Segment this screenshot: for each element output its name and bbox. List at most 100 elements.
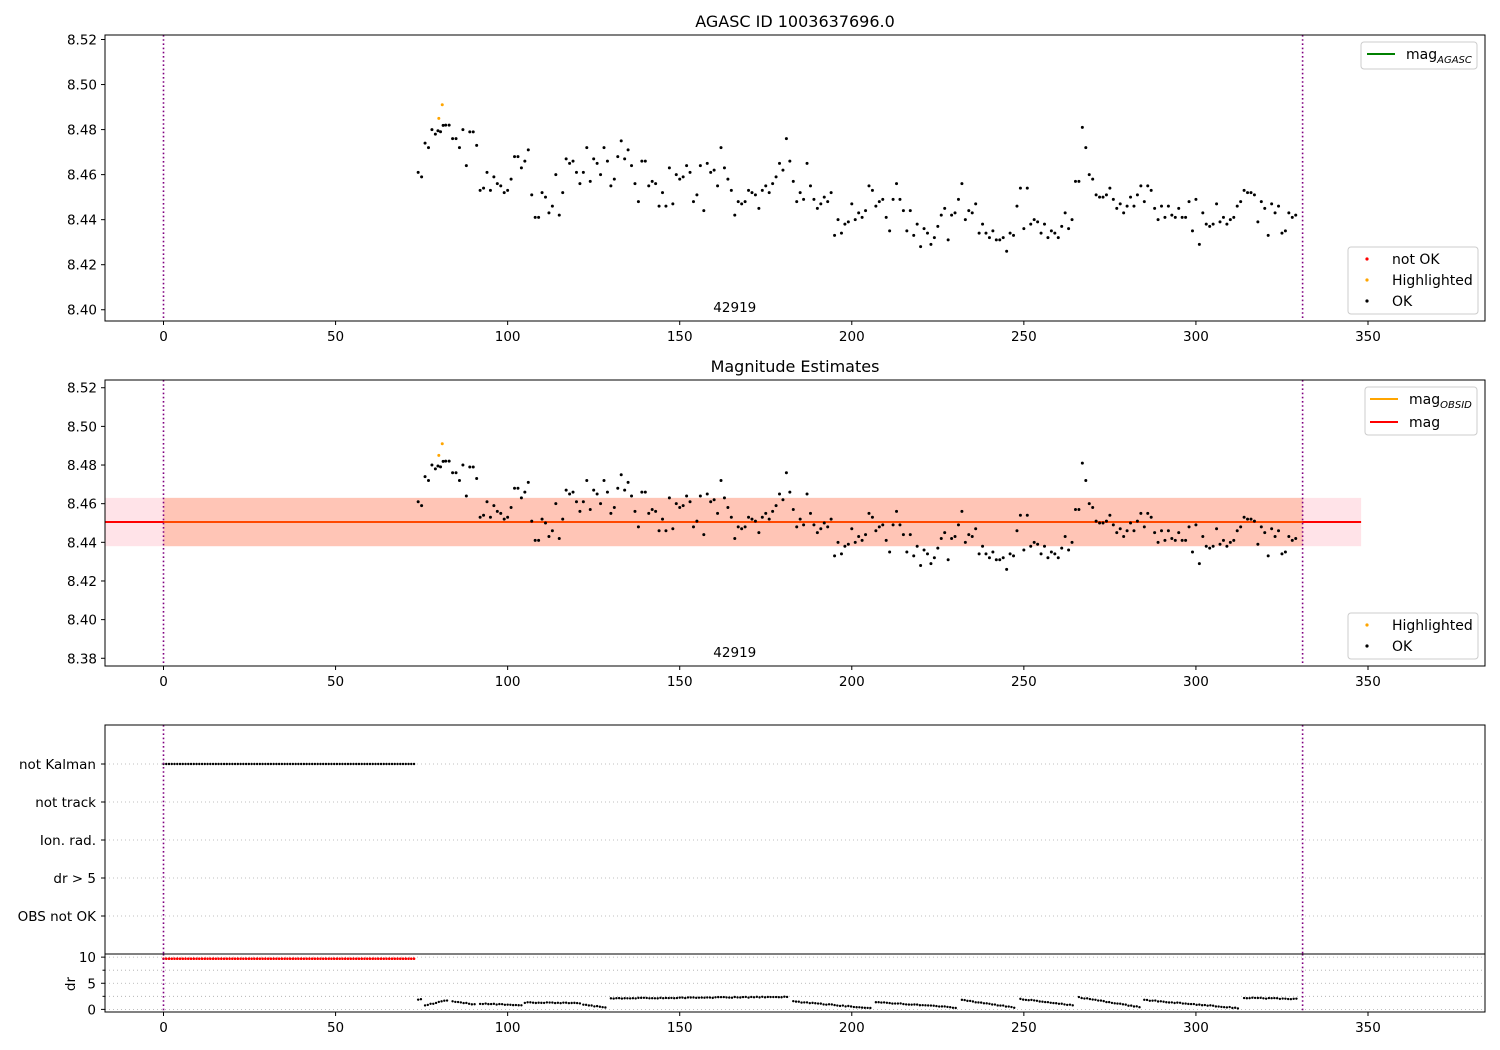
dr-point-capped — [167, 957, 171, 961]
ok-point — [1118, 202, 1122, 206]
dr-point — [758, 996, 761, 999]
dr-point-capped — [250, 957, 253, 961]
dr-point — [808, 1001, 811, 1005]
ok-point — [420, 504, 424, 508]
ok-point — [561, 191, 565, 195]
ok-point — [433, 132, 437, 136]
ok-point — [750, 517, 754, 521]
ok-point — [850, 527, 854, 531]
ok-point — [729, 515, 733, 519]
ok-point — [461, 463, 465, 467]
ok-point — [643, 490, 647, 494]
flag-point-not-kalman — [269, 762, 273, 766]
ok-point — [1018, 186, 1022, 190]
ok-point — [795, 200, 799, 204]
dr-point — [1286, 997, 1290, 1001]
ok-point — [568, 492, 572, 496]
ok-point — [1194, 197, 1198, 201]
flag-point-not-kalman — [211, 762, 215, 766]
dr-point — [1181, 1002, 1185, 1005]
flag-point-not-kalman — [266, 762, 270, 766]
ok-point — [1235, 204, 1239, 208]
ok-point — [1070, 540, 1074, 544]
ok-point — [678, 177, 682, 181]
ok-point — [444, 459, 448, 463]
ok-point — [1146, 511, 1150, 515]
dr-point — [1251, 996, 1254, 999]
p2-xtick-label: 100 — [495, 674, 521, 690]
flag-label: Ion. rad. — [40, 833, 96, 849]
ok-point — [1201, 211, 1205, 215]
dr-point-capped — [308, 957, 311, 961]
ok-point — [1294, 536, 1298, 540]
flag-point-not-kalman — [360, 762, 363, 766]
legend-label-mag-agasc: magAGASC — [1406, 47, 1472, 66]
dr-point — [1189, 1002, 1193, 1006]
ok-point — [781, 498, 785, 502]
p2-xtick-label: 200 — [839, 674, 865, 690]
ok-point — [1177, 206, 1181, 210]
p1-ytick-label: 8.50 — [67, 78, 97, 94]
dr-point-capped — [294, 957, 297, 961]
dr-point — [896, 1002, 900, 1005]
ok-point — [1283, 229, 1287, 233]
dr-point — [1077, 995, 1081, 999]
dr-point — [526, 1001, 529, 1004]
dr-point — [1099, 999, 1103, 1002]
dr-point — [838, 1004, 842, 1008]
dr-point — [935, 1004, 938, 1008]
legend-marker — [1365, 623, 1369, 627]
p2-xtick-label: 0 — [159, 674, 168, 690]
ok-point — [1087, 502, 1091, 506]
dr-point — [686, 996, 690, 999]
dr-point — [700, 996, 703, 999]
dr-point-capped — [368, 957, 372, 961]
dr-point-capped — [264, 957, 267, 961]
ok-point — [1139, 184, 1143, 188]
ok-point — [1249, 191, 1253, 195]
dr-point-capped — [286, 957, 289, 961]
dr-point — [882, 1001, 886, 1004]
dr-point — [1085, 997, 1089, 1000]
ok-point — [416, 170, 420, 174]
ok-point — [998, 238, 1002, 242]
dr-point-capped — [283, 957, 286, 961]
ok-point — [950, 536, 954, 540]
dr-point-capped — [341, 957, 344, 961]
flag-point-not-kalman — [374, 762, 377, 766]
dr-point-capped — [387, 957, 391, 961]
ok-point — [1190, 550, 1194, 554]
ok-point — [1239, 200, 1243, 204]
p4-xtick-label: 300 — [1183, 1020, 1209, 1036]
ok-point — [605, 159, 609, 163]
ok-point — [1266, 233, 1270, 237]
ok-point — [657, 529, 661, 533]
ok-point — [774, 504, 778, 508]
dr-point — [1032, 999, 1036, 1002]
flag-point-not-kalman — [288, 762, 292, 766]
dr-point-capped — [382, 957, 386, 961]
dr-point — [1121, 1003, 1125, 1006]
dr-point-capped — [280, 957, 284, 961]
ok-point — [1139, 511, 1143, 515]
dr-point — [1162, 1000, 1165, 1003]
flag-point-not-kalman — [165, 762, 168, 766]
ok-point — [798, 517, 802, 521]
dr-point — [1063, 1003, 1066, 1006]
ok-point — [1053, 231, 1057, 235]
ok-point — [695, 193, 699, 197]
ok-point — [719, 478, 723, 482]
ok-point — [671, 202, 675, 206]
ok-point — [416, 500, 420, 504]
dr-point-capped — [316, 957, 319, 961]
ok-point — [812, 523, 816, 527]
dr-point — [1113, 1002, 1116, 1005]
ok-point — [602, 146, 606, 150]
dr-point — [1284, 997, 1287, 1000]
p1-xtick-label: 0 — [159, 329, 168, 345]
dr-point-capped — [360, 957, 364, 961]
ok-point — [991, 229, 995, 233]
dr-point — [741, 995, 745, 999]
ok-point — [478, 188, 482, 192]
dr-point-capped — [231, 957, 234, 961]
